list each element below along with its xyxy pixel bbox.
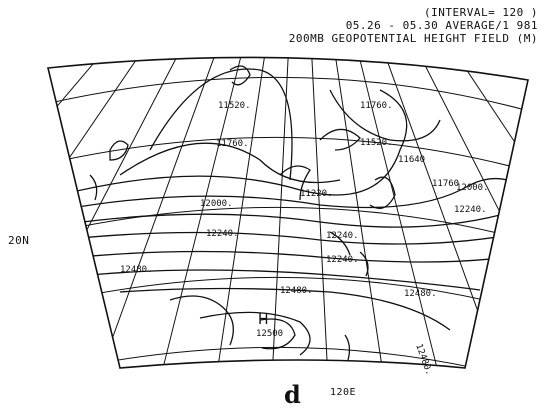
contour-label: 12240. (326, 255, 359, 265)
contour-label: 12240. (206, 229, 239, 239)
contour-label: 11760. (216, 139, 249, 149)
contour-label: 11520. (218, 101, 251, 111)
contour-label: 12480. (120, 265, 153, 275)
map-frame (47, 56, 529, 369)
contour-label: 11760. (360, 101, 393, 111)
field-title: 200MB GEOPOTENTIAL HEIGHT FIELD (M) (288, 32, 538, 45)
high-pressure-marker: H (258, 312, 269, 328)
period-text: 05.26 - 05.30 AVERAGE/1 981 (345, 19, 538, 32)
contour-label: 12240. (454, 205, 487, 215)
contour-label: 12000. (456, 183, 489, 193)
contour-label: 11520. (360, 138, 393, 148)
interval-text: (INTERVAL= 120 ) (424, 6, 538, 19)
longitude-label: 120E (330, 387, 357, 398)
contour-label: 12000. (200, 199, 233, 209)
height-contours (59, 68, 528, 356)
chart-header: (INTERVAL= 120 ) 05.26 - 05.30 AVERAGE/1… (289, 6, 538, 45)
coastlines (89, 65, 396, 361)
contour-label: 11760 (432, 179, 459, 189)
latitude-label: 20N (8, 234, 30, 247)
contour-label: 11220. (300, 189, 333, 199)
contour-label: 12480. (404, 289, 437, 299)
contour-labels: 11520. 11760. 11520. 11640 11760. 12000.… (120, 101, 489, 377)
contour-label: 12240. (326, 231, 359, 241)
contour-label: 12480. (280, 286, 313, 296)
panel-letter: d (284, 380, 301, 409)
contour-label: 11640 (398, 155, 425, 165)
contour-label: 12500 (256, 329, 283, 339)
